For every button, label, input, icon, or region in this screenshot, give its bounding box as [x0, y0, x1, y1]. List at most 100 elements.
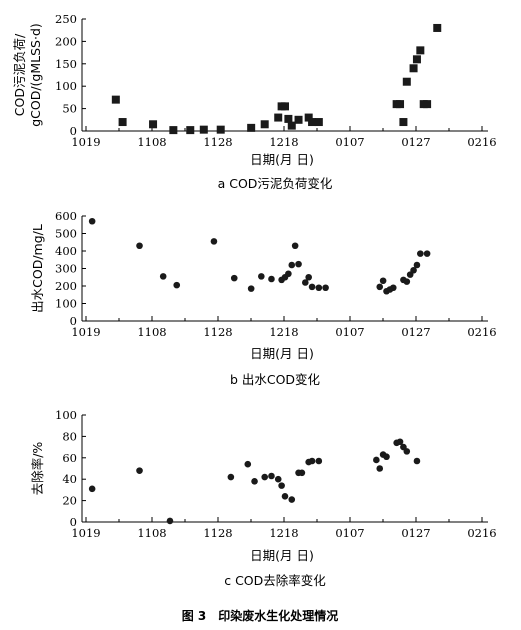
- data-point: [298, 469, 306, 477]
- data-point: [396, 100, 405, 109]
- data-point: [403, 448, 411, 455]
- data-point: [173, 281, 181, 289]
- data-point: [294, 115, 303, 124]
- data-point: [417, 250, 424, 257]
- data-point: [136, 467, 143, 474]
- data-point: [305, 273, 312, 281]
- data-point: [322, 284, 329, 292]
- data-point: [281, 493, 289, 500]
- data-point: [278, 482, 285, 489]
- x-tick-label: 0107: [335, 526, 364, 540]
- data-point: [169, 126, 178, 135]
- x-tick-label: 1108: [137, 135, 166, 149]
- y-tick-label: 400: [55, 244, 77, 258]
- y-tick-label: 200: [55, 34, 77, 48]
- y-tick-label: 60: [62, 451, 77, 465]
- y-tick-label: 200: [55, 279, 77, 293]
- x-tick-label: 1218: [269, 325, 298, 339]
- x-tick-label: 0127: [401, 135, 430, 149]
- x-tick-label: 1108: [137, 325, 166, 339]
- data-point: [413, 261, 421, 269]
- panel-b-effluent-cod: 0 100 200 300 400 500 600 1019 1108 1128 1218 0107 0…: [30, 209, 497, 387]
- panel-caption: b 出水COD变化: [230, 372, 321, 387]
- data-point: [288, 496, 296, 503]
- x-tick-label: 0216: [467, 325, 496, 339]
- data-point: [247, 123, 256, 132]
- x-tick-label: 0127: [401, 325, 430, 339]
- data-point: [159, 273, 167, 280]
- data-point: [210, 238, 218, 245]
- x-tick-label: 1019: [71, 325, 100, 339]
- figure-caption: 图 3 印染废水生化处理情况: [182, 608, 339, 623]
- data-point: [308, 118, 317, 127]
- x-tick-label: 1108: [137, 526, 166, 540]
- data-point: [416, 46, 425, 55]
- data-point: [251, 478, 258, 485]
- data-point: [376, 283, 384, 291]
- data-point: [412, 55, 421, 64]
- data-point: [308, 283, 316, 291]
- panel-c-cod-removal-rate: 0 20 40 60 80 100 1019 1108 1128 1218 0107 0127 0216…: [30, 408, 497, 588]
- y-tick-label: 100: [55, 79, 77, 93]
- y-axis-title: COD污泥负荷/: [12, 33, 27, 116]
- x-tick-label: 1019: [71, 135, 100, 149]
- data-point: [315, 457, 323, 465]
- y-tick-label: 100: [55, 297, 77, 311]
- data-point: [389, 284, 397, 292]
- data-point: [410, 266, 417, 274]
- x-tick-label: 0127: [401, 526, 430, 540]
- x-tick-label: 1019: [71, 526, 100, 540]
- data-point: [302, 279, 309, 286]
- x-axis-title: 日期(月 日): [250, 152, 314, 167]
- panel-caption: a COD污泥负荷变化: [218, 176, 333, 191]
- data-point: [281, 102, 289, 111]
- x-axis-title: 日期(月 日): [250, 346, 314, 361]
- data-point: [315, 284, 323, 292]
- data-point: [403, 278, 411, 285]
- data-point: [284, 114, 293, 123]
- data-point: [423, 100, 432, 109]
- data-point: [136, 242, 143, 250]
- data-point: [409, 64, 418, 73]
- y-tick-label: 300: [55, 262, 77, 276]
- y-tick-label: 100: [55, 408, 77, 422]
- y-tick-label: 0: [70, 124, 77, 138]
- y-tick-label: 80: [62, 429, 77, 443]
- panel-caption: c COD去除率变化: [224, 573, 326, 588]
- data-point: [88, 485, 96, 493]
- panel-a-cod-sludge-load: 0 50 100 150 200 250 1019 1108 1128 1218 0107 0127 0…: [12, 12, 497, 191]
- data-point: [413, 457, 421, 465]
- y-tick-label: 0: [70, 314, 77, 328]
- data-point: [379, 277, 387, 285]
- data-point: [166, 517, 174, 525]
- x-tick-label: 1218: [269, 135, 298, 149]
- data-point: [268, 275, 275, 283]
- data-point: [423, 250, 431, 257]
- data-point: [285, 270, 292, 278]
- x-axis-title: 日期(月 日): [250, 548, 314, 563]
- data-point: [258, 273, 265, 280]
- data-point: [433, 23, 442, 32]
- x-tick-label: 1218: [269, 526, 298, 540]
- y-tick-label: 0: [70, 515, 77, 529]
- data-point: [118, 118, 127, 127]
- y-tick-label: 20: [62, 494, 77, 508]
- x-tick-label: 0216: [467, 135, 496, 149]
- y-axis-title: gCOD/(gMLSS·d): [28, 23, 43, 127]
- data-point: [274, 113, 283, 122]
- data-point: [295, 260, 302, 268]
- data-point: [304, 113, 313, 122]
- data-point: [199, 125, 208, 134]
- data-point: [308, 457, 316, 465]
- data-point: [227, 473, 235, 481]
- data-point: [383, 453, 390, 461]
- y-tick-label: 500: [55, 227, 77, 241]
- data-point: [402, 77, 411, 86]
- data-point: [268, 472, 275, 480]
- data-point: [288, 261, 296, 269]
- data-point: [373, 456, 380, 464]
- data-point: [111, 95, 120, 104]
- data-point: [314, 118, 323, 127]
- y-tick-label: 50: [62, 102, 77, 116]
